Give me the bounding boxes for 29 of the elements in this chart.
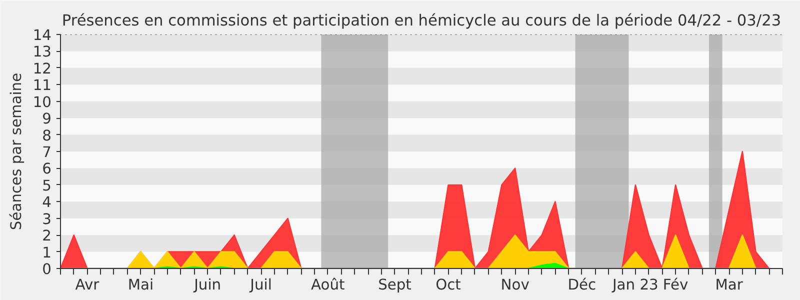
y-tick-label: 7	[42, 144, 52, 161]
x-tick-label: Mai	[128, 276, 154, 294]
y-tick-label: 4	[42, 194, 52, 212]
y-tick-label: 9	[42, 110, 52, 128]
x-tick-label: Oct	[436, 276, 462, 294]
y-tick-label: 13	[32, 44, 52, 61]
y-tick-label: 11	[32, 77, 52, 94]
y-tick-label: 0	[42, 261, 52, 278]
x-tick-label: Mar	[715, 276, 744, 294]
x-tick-label: Avr	[75, 276, 100, 294]
y-tick-label: 2	[42, 228, 52, 245]
y-tick-label: 5	[42, 177, 52, 194]
y-tick-label: 3	[42, 210, 52, 228]
x-tick-label: Juil	[249, 276, 272, 294]
y-tick-label: 1	[42, 244, 52, 262]
x-tick-label: Fév	[662, 276, 689, 294]
y-tick-label: 10	[32, 94, 52, 111]
x-tick-label: Jan 23	[611, 276, 658, 294]
y-tick-label: 6	[42, 160, 52, 178]
x-tick-label: Juin	[193, 276, 222, 294]
x-tick-label: Nov	[500, 276, 530, 294]
y-tick-label: 14	[32, 27, 52, 44]
x-tick-label: Déc	[568, 276, 596, 294]
chart-title: Présences en commissions et participation en hémicycle au cours de la période 04/22 - 03/23	[62, 12, 782, 30]
x-tick-label: Sept	[378, 276, 412, 294]
y-axis-title: Séances par semaine	[8, 72, 25, 230]
y-tick-label: 12	[32, 60, 52, 78]
x-tick-label: Août	[311, 276, 346, 294]
y-tick-label: 8	[42, 127, 52, 144]
